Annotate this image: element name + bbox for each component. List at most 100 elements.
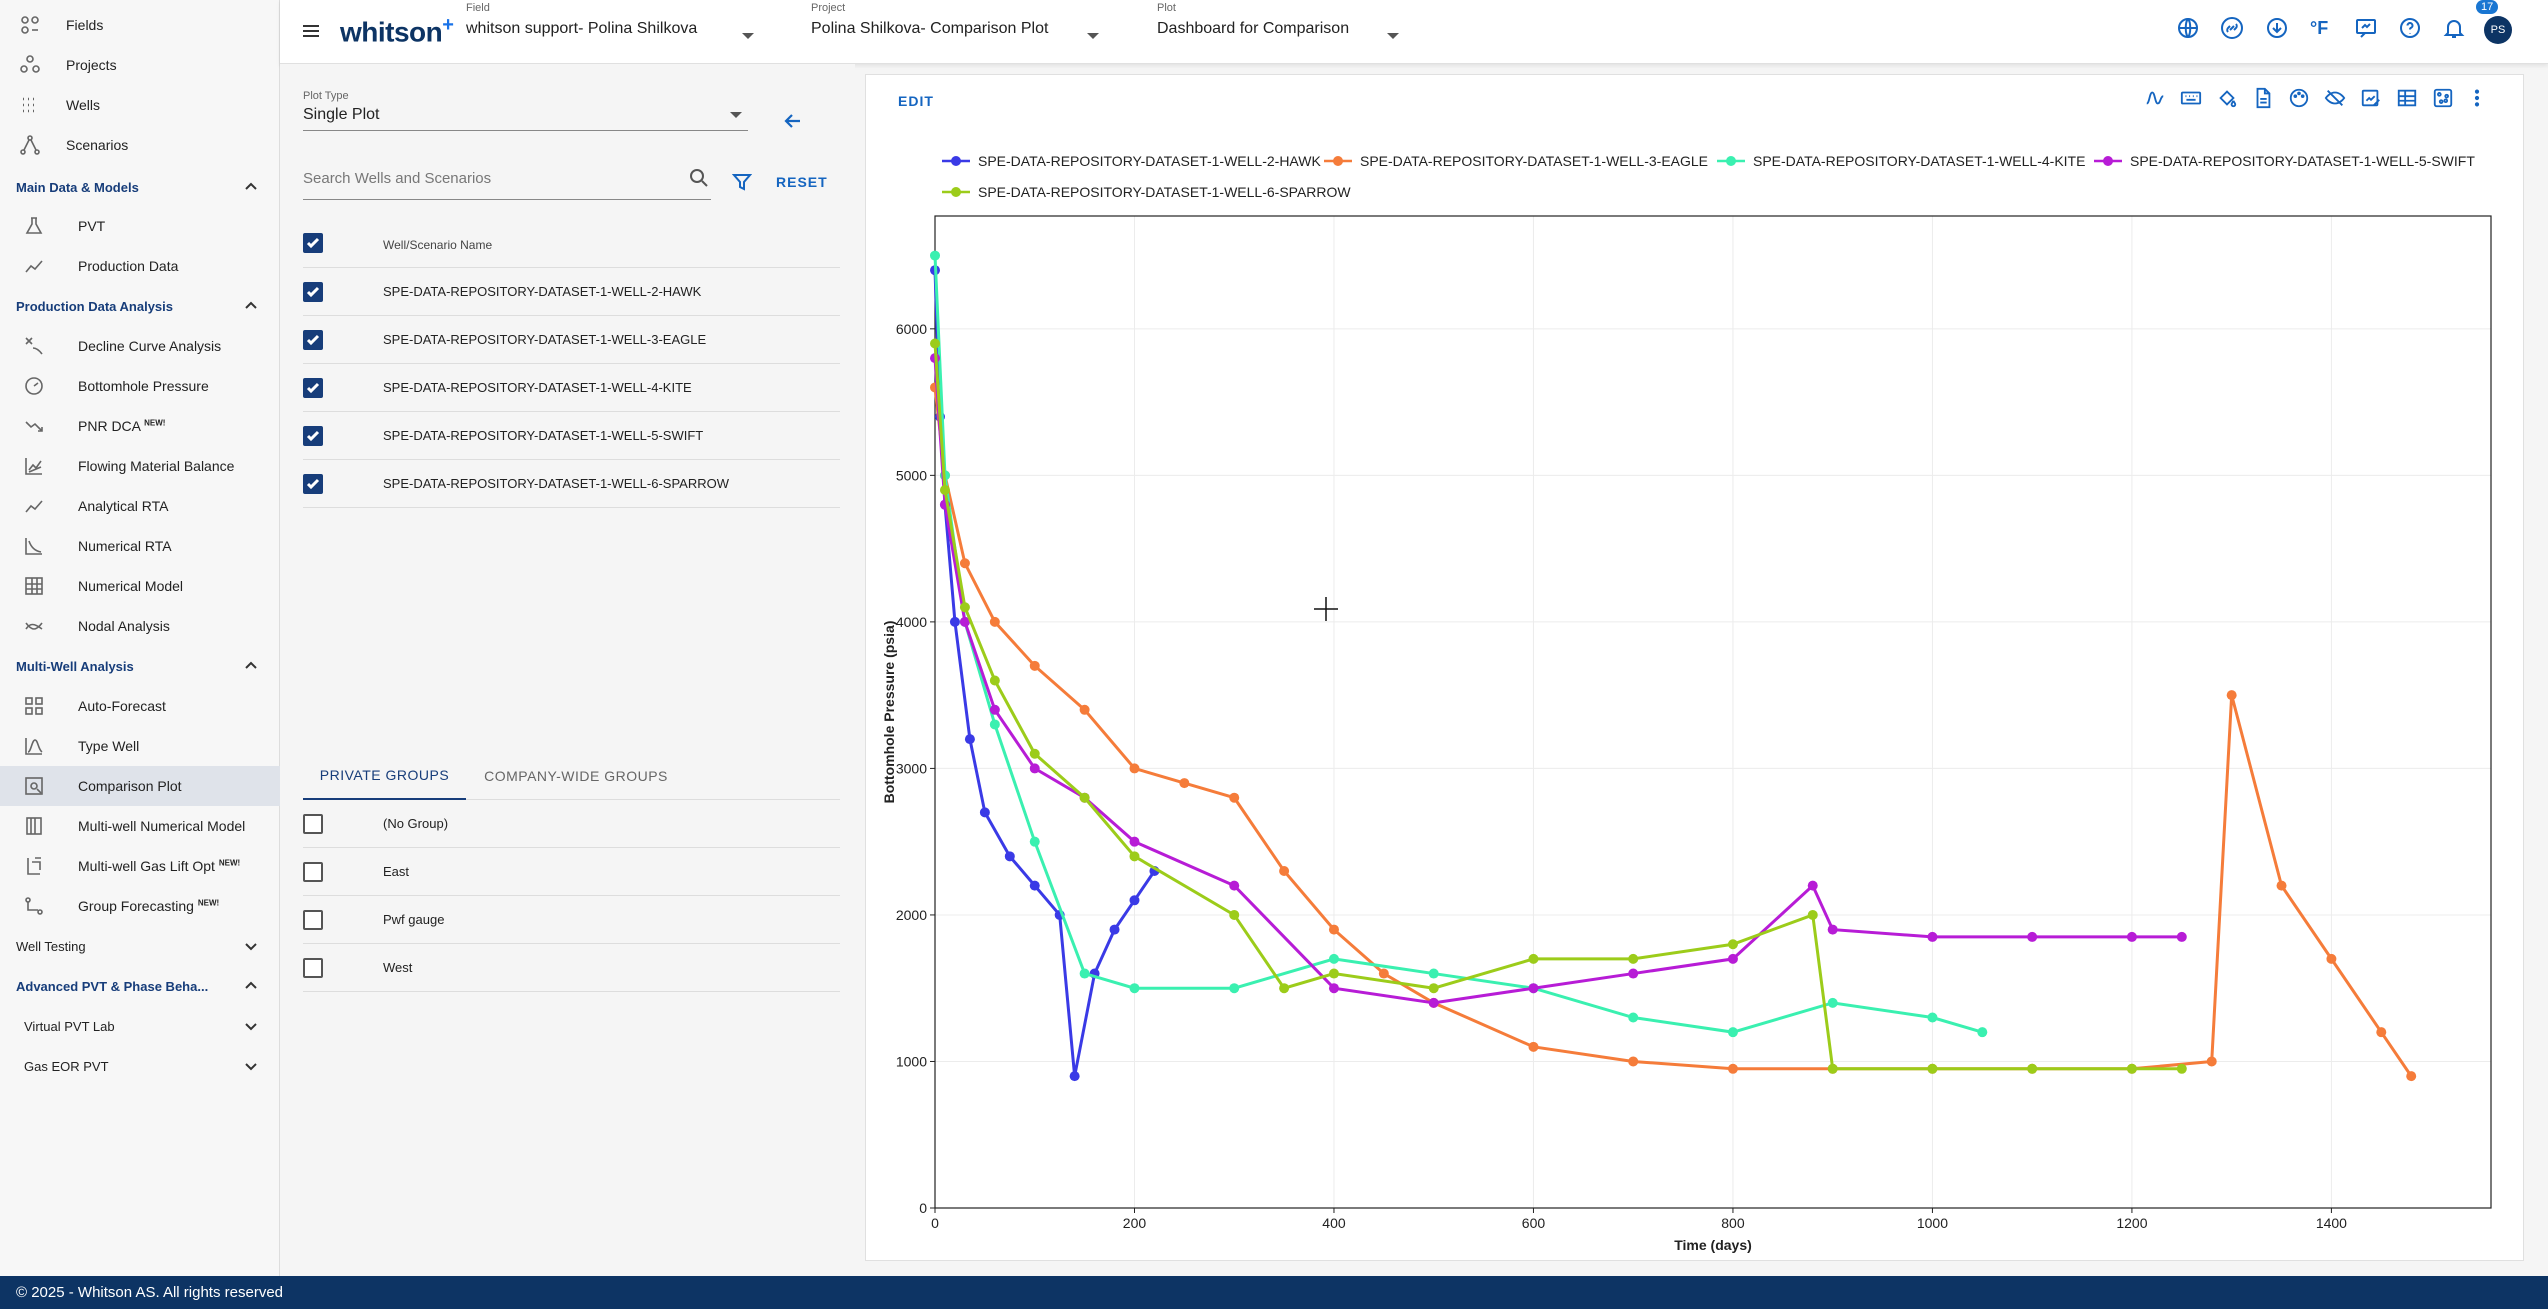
data-point[interactable] xyxy=(2276,880,2287,891)
legend-entry[interactable]: SPE-DATA-REPOSITORY-DATASET-1-WELL-6-SPA… xyxy=(978,184,1351,200)
data-point[interactable] xyxy=(1628,1056,1639,1067)
sidebar-item-pvt[interactable]: PVT xyxy=(0,206,280,246)
chevron-up-icon[interactable] xyxy=(244,659,258,673)
annotate-icon[interactable] xyxy=(2360,87,2382,114)
sidebar-item-analytical-rta[interactable]: Analytical RTA xyxy=(0,486,280,526)
document-icon[interactable] xyxy=(2252,87,2274,114)
notifications-icon[interactable] xyxy=(2442,16,2470,44)
sidebar-item-pnr-dca[interactable]: PNR DCA NEW! xyxy=(0,406,280,446)
data-point[interactable] xyxy=(1528,953,1539,964)
data-point[interactable] xyxy=(1927,1012,1938,1023)
data-point[interactable] xyxy=(1807,909,1818,920)
data-point[interactable] xyxy=(1328,968,1339,979)
data-point[interactable] xyxy=(2376,1027,2387,1038)
data-point[interactable] xyxy=(1029,763,1040,774)
sidebar-item-type-well[interactable]: Type Well xyxy=(0,726,280,766)
well-checkbox[interactable] xyxy=(303,378,323,398)
sidebar-item-multi-well-gas-lift-opt[interactable]: Multi-well Gas Lift Opt NEW! xyxy=(0,846,280,886)
data-point[interactable] xyxy=(2226,690,2237,701)
data-point[interactable] xyxy=(1428,997,1439,1008)
group-row[interactable]: (No Group) xyxy=(303,800,840,848)
data-point[interactable] xyxy=(1927,931,1938,942)
data-point[interactable] xyxy=(1229,880,1240,891)
data-point[interactable] xyxy=(1827,997,1838,1008)
data-point[interactable] xyxy=(1129,983,1140,994)
data-point[interactable] xyxy=(1029,748,1040,759)
data-point[interactable] xyxy=(989,719,1000,730)
data-point[interactable] xyxy=(1428,983,1439,994)
data-point[interactable] xyxy=(979,807,990,818)
data-point[interactable] xyxy=(1628,968,1639,979)
sidebar-item-multi-well-numerical-model[interactable]: Multi-well Numerical Model xyxy=(0,806,280,846)
series-line-5[interactable] xyxy=(933,343,2182,1071)
well-checkbox[interactable] xyxy=(303,282,323,302)
data-point[interactable] xyxy=(1378,968,1389,979)
sidebar-item-fields[interactable]: Fields xyxy=(0,5,280,45)
well-checkbox[interactable] xyxy=(303,474,323,494)
chevron-down-icon[interactable] xyxy=(244,1019,258,1033)
data-point[interactable] xyxy=(1004,851,1015,862)
group-checkbox[interactable] xyxy=(303,862,323,882)
sidebar-section-main-data-models[interactable]: Main Data & Models xyxy=(0,169,280,205)
data-point[interactable] xyxy=(1628,953,1639,964)
series-line-2[interactable] xyxy=(933,387,2413,1077)
well-row[interactable]: SPE-DATA-REPOSITORY-DATASET-1-WELL-3-EAG… xyxy=(303,316,840,364)
data-point[interactable] xyxy=(1807,880,1818,891)
data-point[interactable] xyxy=(1029,836,1040,847)
group-checkbox[interactable] xyxy=(303,958,323,978)
data-point[interactable] xyxy=(2176,931,2187,942)
series-line-1[interactable] xyxy=(933,270,1156,1077)
data-point[interactable] xyxy=(1827,1063,1838,1074)
data-point[interactable] xyxy=(1428,968,1439,979)
data-point[interactable] xyxy=(1229,983,1240,994)
sidebar-item-numerical-rta[interactable]: Numerical RTA xyxy=(0,526,280,566)
well-checkbox[interactable] xyxy=(303,330,323,350)
chevron-up-icon[interactable] xyxy=(244,979,258,993)
well-row[interactable]: SPE-DATA-REPOSITORY-DATASET-1-WELL-2-HAW… xyxy=(303,268,840,316)
well-row[interactable]: SPE-DATA-REPOSITORY-DATASET-1-WELL-5-SWI… xyxy=(303,412,840,460)
data-point[interactable] xyxy=(1229,909,1240,920)
data-point[interactable] xyxy=(1079,792,1090,803)
globe-icon[interactable] xyxy=(2176,16,2204,44)
data-point[interactable] xyxy=(959,558,970,569)
palette-icon[interactable] xyxy=(2288,87,2310,114)
data-point[interactable] xyxy=(2176,1063,2187,1074)
group-row[interactable]: Pwf gauge xyxy=(303,896,840,944)
tab-private-groups[interactable]: PRIVATE GROUPS xyxy=(303,752,466,800)
well-checkbox[interactable] xyxy=(303,426,323,446)
chevron-down-icon[interactable] xyxy=(244,1059,258,1073)
legend-entry[interactable]: SPE-DATA-REPOSITORY-DATASET-1-WELL-2-HAW… xyxy=(978,153,1321,169)
data-point[interactable] xyxy=(2206,1056,2217,1067)
group-checkbox[interactable] xyxy=(303,910,323,930)
data-point[interactable] xyxy=(1279,865,1290,876)
sidebar-item-numerical-model[interactable]: Numerical Model xyxy=(0,566,280,606)
data-point[interactable] xyxy=(1727,953,1738,964)
well-row[interactable]: SPE-DATA-REPOSITORY-DATASET-1-WELL-6-SPA… xyxy=(303,460,840,508)
data-point[interactable] xyxy=(2326,953,2337,964)
data-point[interactable] xyxy=(989,616,1000,627)
group-row[interactable]: East xyxy=(303,848,840,896)
edit-button[interactable]: EDIT xyxy=(898,93,934,109)
table-icon[interactable] xyxy=(2396,87,2418,114)
bottomhole-pressure-chart[interactable]: 0 200 400 600 800 1000 1200 1400 0 1000 2000 3000 40… xyxy=(866,75,2523,1260)
paint-bucket-icon[interactable] xyxy=(2216,87,2238,114)
data-point[interactable] xyxy=(930,338,940,349)
select-all-checkbox[interactable] xyxy=(303,233,323,253)
sidebar-item-bottomhole-pressure[interactable]: Bottomhole Pressure xyxy=(0,366,280,406)
data-point[interactable] xyxy=(939,485,950,496)
search-icon[interactable] xyxy=(689,168,709,193)
data-point[interactable] xyxy=(1079,704,1090,715)
reset-button[interactable]: RESET xyxy=(776,174,828,190)
curve-icon[interactable] xyxy=(2144,87,2166,114)
menu-icon[interactable] xyxy=(300,20,322,42)
data-point[interactable] xyxy=(2027,931,2038,942)
sidebar-section-production-data-analysis[interactable]: Production Data Analysis xyxy=(0,288,280,324)
data-point[interactable] xyxy=(2027,1063,2038,1074)
data-point[interactable] xyxy=(1129,895,1140,906)
data-point[interactable] xyxy=(989,675,1000,686)
download-icon[interactable] xyxy=(2265,16,2293,44)
group-checkbox[interactable] xyxy=(303,814,323,834)
data-point[interactable] xyxy=(1727,939,1738,950)
data-point[interactable] xyxy=(1029,660,1040,671)
link-icon[interactable] xyxy=(2220,16,2248,44)
